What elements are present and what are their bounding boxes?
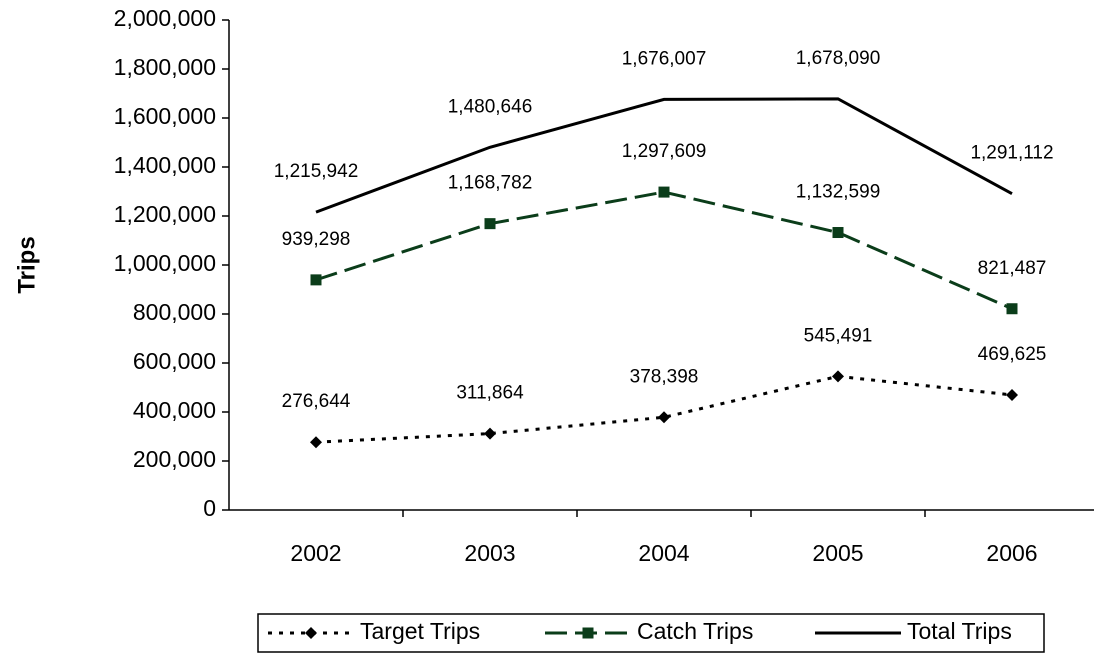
series-line: [315, 97, 1013, 214]
data-point: [832, 227, 844, 239]
y-tick-label: 1,200,000: [114, 201, 216, 227]
data-point: [310, 274, 322, 286]
y-tick-label: 1,000,000: [114, 250, 216, 276]
legend-box: [257, 613, 1045, 653]
y-tick-label: 0: [203, 495, 216, 521]
data-label: 1,132,599: [796, 182, 881, 203]
y-tick-label: 1,800,000: [114, 54, 216, 80]
y-tick-label: 2,000,000: [114, 5, 216, 31]
data-label: 1,297,609: [622, 141, 707, 162]
y-tick-label: 400,000: [133, 397, 216, 423]
data-label: 1,480,646: [448, 96, 533, 117]
data-point: [658, 411, 670, 424]
data-point: [832, 370, 844, 383]
x-tick-label: 2004: [638, 540, 689, 566]
legend-label: Total Trips: [907, 618, 1012, 644]
y-tick-label: 200,000: [133, 446, 216, 472]
data-label: 1,678,090: [796, 48, 881, 69]
data-label: 545,491: [804, 325, 873, 346]
x-tick-label: 2002: [290, 540, 341, 566]
x-tick-label: 2003: [464, 540, 515, 566]
data-label: 276,644: [282, 391, 351, 412]
data-label: 378,398: [630, 366, 699, 387]
data-point: [484, 427, 496, 440]
y-axis-label: Trips: [13, 236, 40, 293]
data-label: 1,676,007: [622, 48, 707, 69]
x-tick-label: 2005: [812, 540, 863, 566]
y-tick-label: 800,000: [133, 299, 216, 325]
data-point: [1006, 303, 1018, 315]
data-label: 469,625: [978, 344, 1047, 365]
y-tick-label: 1,600,000: [114, 103, 216, 129]
data-point: [310, 436, 322, 449]
data-label: 1,168,782: [448, 173, 533, 194]
data-point: [658, 186, 670, 198]
y-tick-label: 1,400,000: [114, 152, 216, 178]
legend-marker: [582, 627, 594, 639]
data-label: 821,487: [978, 258, 1047, 279]
data-point: [1006, 388, 1018, 401]
series-line: [315, 190, 1013, 311]
data-label: 311,864: [456, 383, 524, 404]
data-label: 1,215,942: [274, 161, 359, 182]
legend-marker: [305, 627, 317, 639]
y-tick-label: 600,000: [133, 348, 216, 374]
legend-label: Target Trips: [360, 618, 480, 644]
data-point: [484, 218, 496, 230]
series-line: [315, 374, 1013, 444]
data-label: 1,291,112: [970, 143, 1053, 164]
x-tick-label: 2006: [986, 540, 1037, 566]
legend-label: Catch Trips: [637, 618, 753, 644]
data-label: 939,298: [282, 229, 351, 250]
